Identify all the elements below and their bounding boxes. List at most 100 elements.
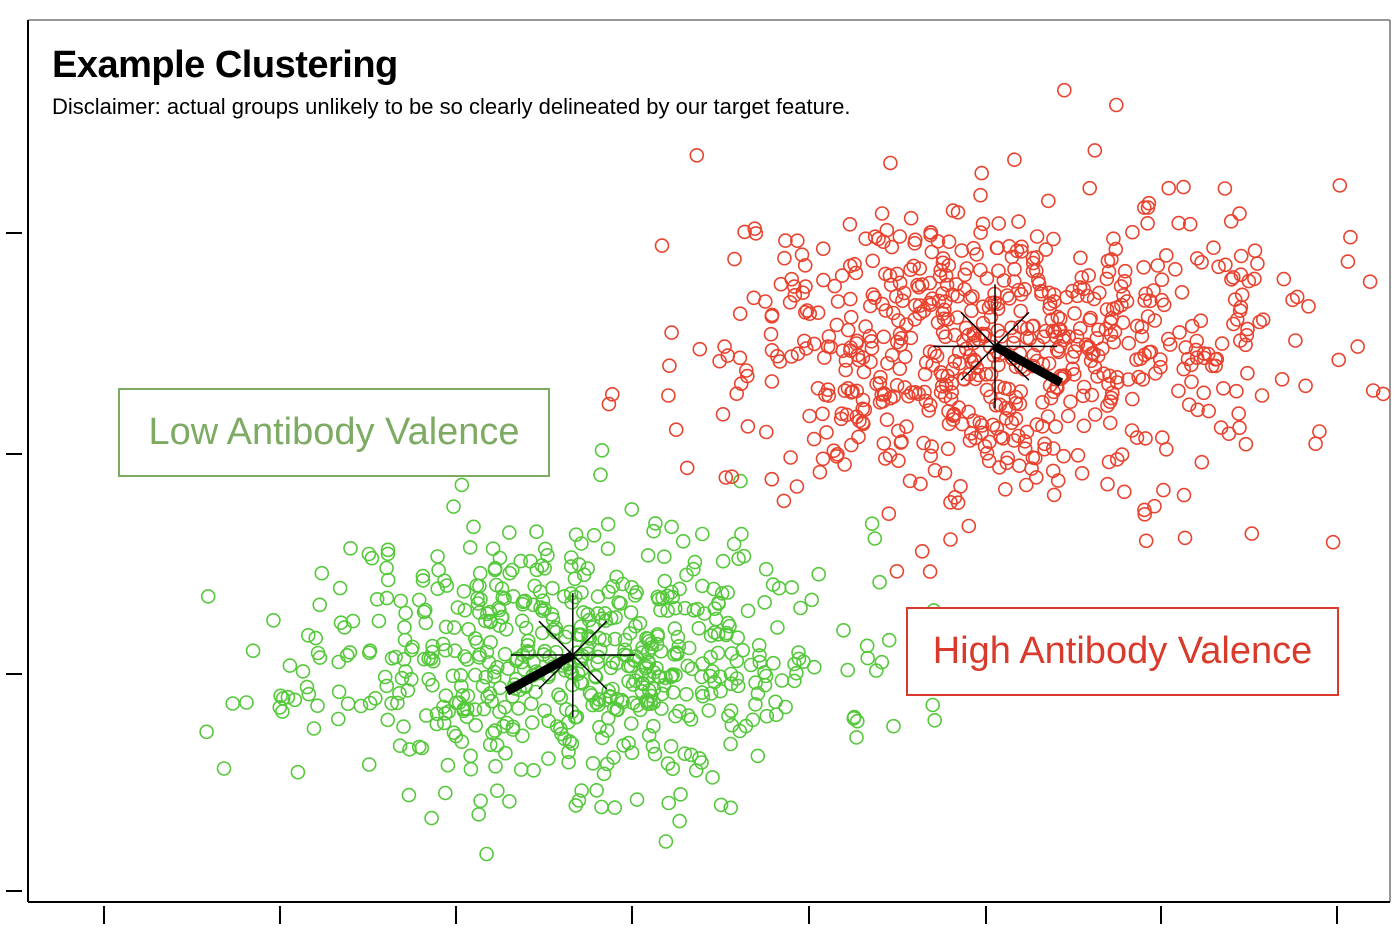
point-high [1233, 333, 1248, 348]
point-high [1226, 270, 1241, 285]
point-low [496, 718, 511, 734]
point-low [504, 562, 520, 578]
point-low [492, 550, 508, 566]
point-low [497, 591, 512, 607]
point-low [485, 725, 500, 741]
point-high [1208, 352, 1223, 367]
point-low [574, 676, 590, 691]
point-high [823, 339, 839, 355]
point-high [842, 291, 858, 307]
point-high [1050, 473, 1066, 488]
point-low [476, 701, 492, 717]
point-high [1038, 242, 1054, 257]
point-high [958, 320, 974, 336]
point-high [847, 256, 862, 272]
point-high [971, 367, 987, 383]
point-high [924, 439, 940, 454]
point-low [590, 649, 606, 665]
point-high [982, 434, 997, 450]
point-low [811, 566, 827, 582]
point-low [667, 600, 683, 616]
point-low [377, 669, 393, 685]
point-low [584, 688, 599, 703]
point-low [472, 565, 488, 581]
point-low [438, 619, 454, 635]
point-high [1102, 415, 1118, 431]
point-low [440, 757, 456, 773]
point-high [1141, 195, 1157, 211]
point-high [972, 415, 988, 431]
point-high [1051, 344, 1066, 360]
point-high [1181, 397, 1197, 413]
point-high [978, 326, 993, 342]
point-low [398, 605, 413, 621]
point-high [979, 271, 995, 286]
point-high [962, 348, 978, 364]
point-low [331, 654, 347, 670]
point-high [1226, 316, 1241, 332]
point-high [896, 285, 912, 301]
point-high [783, 450, 798, 465]
point-high [884, 239, 900, 255]
point-high [848, 265, 864, 281]
point-low [705, 770, 720, 785]
point-low [846, 709, 862, 725]
point-low [502, 794, 517, 809]
point-low [497, 646, 513, 662]
point-high [1105, 301, 1121, 317]
point-low [340, 696, 356, 712]
point-low [453, 667, 469, 683]
point-low [567, 710, 583, 725]
point-low [621, 735, 636, 751]
point-high [777, 250, 792, 266]
point-low [535, 593, 551, 609]
point-high [1013, 303, 1029, 319]
point-high [1154, 272, 1170, 288]
point-high [1161, 331, 1176, 347]
point-low [695, 688, 711, 704]
point-high [834, 406, 850, 422]
point-high [918, 355, 934, 370]
point-low [485, 541, 501, 557]
point-high [991, 216, 1007, 231]
point-low [665, 589, 681, 605]
point-low [640, 548, 656, 563]
point-low [392, 685, 407, 701]
point-low [688, 763, 704, 778]
point-high [1125, 224, 1140, 240]
point-high [885, 305, 901, 321]
point-low [629, 792, 645, 807]
point-high [796, 333, 812, 349]
point-high [1008, 411, 1024, 427]
point-high [1331, 352, 1346, 368]
point-low [665, 667, 680, 682]
point-high [815, 406, 830, 422]
point-low [641, 727, 657, 743]
point-high [830, 294, 846, 309]
low-valence-label-text: Low Antibody Valence [148, 411, 520, 453]
point-low [748, 675, 763, 690]
point-high [1017, 281, 1032, 297]
point-low [290, 764, 306, 780]
point-high [937, 294, 953, 309]
point-high [997, 481, 1013, 497]
point-high [1308, 436, 1323, 452]
point-low [607, 800, 623, 815]
point-high [1025, 263, 1041, 279]
point-high [849, 333, 865, 349]
point-high [883, 155, 898, 171]
point-high [961, 404, 976, 420]
point-high [922, 564, 938, 579]
point-high [1099, 271, 1115, 287]
point-low [435, 636, 451, 652]
point-high [921, 403, 937, 418]
point-high [879, 412, 895, 428]
point-high [935, 251, 951, 266]
point-low [301, 686, 317, 702]
point-high [1057, 368, 1072, 383]
point-low [672, 581, 687, 597]
point-high [983, 309, 999, 325]
point-low [400, 683, 416, 698]
point-high [1035, 394, 1050, 410]
point-high [1148, 366, 1163, 381]
